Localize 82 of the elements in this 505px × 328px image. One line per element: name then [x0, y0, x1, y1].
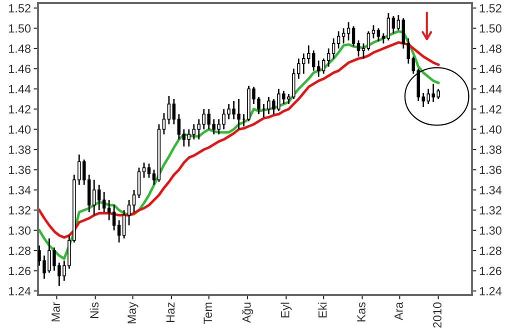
candlestick — [107, 199, 111, 221]
x-tick-label: May — [128, 302, 138, 324]
candlestick — [336, 30, 340, 50]
x-tick-label: Haz — [166, 302, 175, 322]
candlestick — [142, 162, 146, 178]
y2-tick-label: 1.38 — [480, 146, 502, 154]
y-tick-label: 1.34 — [8, 186, 31, 194]
candlestick — [412, 56, 415, 74]
y-tick-label: 1.48 — [8, 44, 31, 53]
candlestick — [342, 28, 346, 44]
candlestick — [392, 15, 396, 34]
candlestick — [332, 38, 336, 60]
y-tick-label: 1.40 — [8, 125, 31, 134]
candlestick — [127, 199, 131, 226]
y2-tick-label: 1.28 — [480, 246, 502, 255]
candlestick — [97, 184, 101, 211]
y2-tick-label: 1.36 — [480, 166, 502, 174]
y-tick-label: 1.44 — [8, 85, 31, 94]
y2-tick-label: 1.24 — [480, 286, 502, 296]
x-tick-label: 2010 — [433, 302, 442, 328]
y2-tick-label: 1.30 — [480, 226, 502, 235]
y2-tick-label: 1.44 — [480, 85, 502, 94]
y2-tick-label: 1.48 — [480, 44, 502, 53]
y-tick-label: 1.32 — [8, 206, 30, 215]
y2-tick-label: 1.32 — [480, 206, 502, 215]
y-tick-label: 1.38 — [8, 146, 31, 154]
candlestick — [316, 60, 320, 78]
candlestick — [326, 48, 330, 68]
candlestick — [132, 189, 136, 213]
y2-tick-label: 1.40 — [480, 125, 502, 134]
y-tick-label: 1.28 — [8, 246, 31, 255]
candlestick — [137, 166, 141, 199]
y2-tick-label: 1.46 — [480, 64, 502, 74]
candlestick — [162, 112, 166, 136]
candlestick — [122, 209, 126, 240]
x-tick-label: Eyl — [280, 302, 292, 318]
candlestick — [382, 32, 386, 44]
candlestick — [187, 128, 191, 148]
y-tick-label: 1.50 — [8, 24, 31, 33]
x-tick-label: Tem — [204, 302, 212, 324]
x-tick-label: Nis — [90, 302, 99, 318]
candlestick — [152, 169, 156, 186]
candlestick — [182, 128, 186, 148]
candlestick — [92, 179, 96, 216]
y2-tick-label: 1.26 — [480, 266, 502, 276]
y-tick-label: 1.46 — [8, 64, 31, 74]
candlestick — [167, 95, 171, 125]
candlestick — [147, 162, 151, 178]
candlestick — [362, 42, 366, 60]
y-tick-label: 1.26 — [8, 266, 31, 276]
candlestick — [386, 12, 390, 42]
y-tick-label: 1.36 — [8, 166, 31, 174]
x-tick-label: Ara — [394, 302, 403, 320]
y2-tick-label: 1.52 — [480, 4, 502, 12]
y2-tick-label: 1.42 — [480, 105, 502, 114]
candlestick — [112, 204, 116, 232]
candlestick — [396, 14, 400, 31]
y2-tick-label: 1.50 — [480, 24, 502, 33]
y2-tick-label: 1.34 — [480, 186, 502, 194]
candlestick — [312, 50, 316, 72]
candlestick — [402, 17, 406, 50]
x-tick-label: Ağu — [242, 302, 254, 323]
x-tick-label: Eki — [318, 302, 327, 318]
candlestick — [322, 58, 326, 74]
candlestick — [172, 98, 176, 125]
candlestick — [197, 118, 200, 140]
y-tick-label: 1.52 — [8, 4, 30, 12]
candlestick — [192, 124, 196, 140]
candlestick — [117, 220, 121, 244]
candlestick — [346, 22, 350, 42]
candlestick — [366, 30, 370, 52]
x-tick-label: Mar — [52, 302, 60, 322]
x-tick-label: Kas — [357, 302, 366, 322]
candlestick — [177, 113, 181, 140]
candlestick — [406, 38, 410, 64]
candlestick — [352, 26, 356, 48]
candlestick — [356, 40, 360, 58]
y-tick-label: 1.30 — [8, 226, 31, 235]
y-tick-label: 1.24 — [8, 286, 31, 296]
candlestick — [376, 28, 380, 42]
y-tick-label: 1.42 — [8, 105, 30, 114]
candlestick — [102, 191, 106, 213]
